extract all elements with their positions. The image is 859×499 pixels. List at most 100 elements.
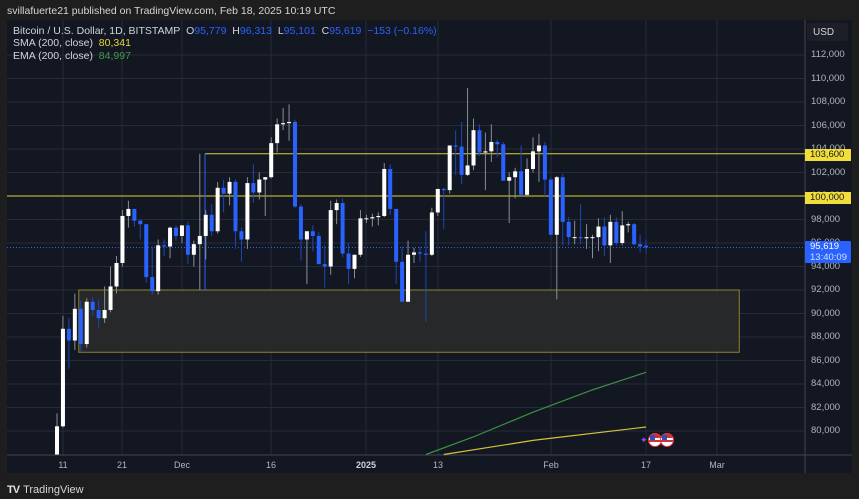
price-tick: 88,000 [811, 331, 841, 342]
candle [400, 261, 405, 302]
sma-line [443, 426, 647, 456]
publisher-line: svillafuerte21 published on TradingView.… [7, 5, 336, 17]
price-tick: 82,000 [811, 401, 841, 413]
candle [483, 151, 488, 153]
level-tag-103600: 103,600 [805, 149, 851, 161]
candle [203, 214, 208, 236]
candle [251, 183, 256, 193]
candle [304, 231, 309, 240]
time-tick: 17 [640, 460, 652, 470]
candle [572, 237, 577, 239]
candle [132, 208, 137, 221]
candle [60, 328, 65, 427]
price-tick: 94,000 [811, 260, 841, 272]
candle [179, 225, 184, 236]
candle [102, 309, 107, 319]
tv-logo-icon: TV [7, 484, 20, 496]
close-value: 95,619 [329, 25, 362, 37]
candle [233, 181, 238, 232]
candle [519, 171, 524, 195]
candle [584, 237, 589, 239]
price-tick: 92,000 [811, 284, 841, 295]
candle [596, 226, 601, 238]
candle [459, 146, 464, 175]
time-tick: 13 [432, 460, 444, 470]
candle [423, 253, 428, 255]
candle [108, 286, 113, 310]
candle [489, 141, 494, 152]
candle [358, 218, 363, 255]
candle [174, 227, 178, 236]
candle [150, 277, 155, 292]
candle [453, 145, 458, 147]
candle [566, 221, 571, 238]
candle [620, 225, 625, 243]
sma-value: 80,341 [98, 37, 131, 50]
ema-value: 84,997 [98, 49, 131, 62]
candle [382, 168, 387, 216]
candle [394, 208, 399, 262]
candle [548, 179, 553, 235]
economic-events[interactable]: ✦ [640, 433, 674, 447]
candle [352, 254, 357, 269]
candle [209, 214, 214, 232]
ema-label: EMA (200, close) [13, 49, 93, 62]
candle [590, 237, 595, 239]
candle [269, 143, 274, 178]
us-flag-event-icon[interactable] [647, 433, 662, 447]
candle [441, 188, 446, 191]
candle [287, 121, 292, 124]
candle [126, 208, 131, 216]
candle [185, 225, 190, 255]
tradingview-logo[interactable]: TV TradingView [7, 484, 84, 496]
price-tick: 112,000 [811, 49, 845, 60]
candle [340, 203, 345, 254]
candle [602, 226, 607, 246]
candle [435, 188, 440, 213]
candle [388, 168, 393, 209]
open-value: 95,779 [194, 25, 227, 37]
candle [316, 235, 321, 265]
price-tick: 84,000 [811, 378, 841, 389]
candle [638, 244, 643, 247]
sma-legend-row[interactable]: SMA (200, close) 80,341 [13, 37, 437, 49]
low-value: 95,101 [283, 25, 316, 37]
level-tag-100000: 100,000 [805, 192, 851, 204]
candle [227, 181, 232, 194]
current-price-tag: 95,619 13:40:09 [805, 241, 851, 263]
us-flag-event-icon[interactable] [659, 433, 674, 447]
candle [298, 206, 303, 240]
candle [560, 177, 565, 222]
ema-legend-row[interactable]: EMA (200, close) 84,997 [13, 50, 437, 62]
candle [346, 253, 351, 269]
candle [257, 179, 262, 193]
current-price: 95,619 [810, 241, 840, 252]
candle [471, 130, 476, 166]
open-label: O [186, 25, 195, 37]
ema-line [425, 371, 647, 456]
candle [513, 171, 518, 178]
high-value: 96,313 [239, 25, 272, 37]
symbol-title: Bitcoin / U.S. Dollar, 1D, BITSTAMP [13, 25, 181, 37]
chart-legend: Bitcoin / U.S. Dollar, 1D, BITSTAMP O95,… [13, 25, 437, 62]
candle [376, 215, 381, 218]
candle [364, 218, 369, 220]
change-value: −153 (−0.16%) [367, 25, 437, 37]
candle [263, 177, 268, 180]
candle [310, 231, 315, 236]
symbol-row[interactable]: Bitcoin / U.S. Dollar, 1D, BITSTAMP O95,… [13, 25, 437, 37]
price-tick: 90,000 [811, 307, 841, 319]
time-tick: Mar [709, 460, 725, 470]
candle [525, 168, 530, 195]
price-tick: 86,000 [811, 354, 841, 366]
candle [554, 177, 559, 235]
candle [507, 177, 512, 181]
candle [495, 141, 500, 145]
candle [221, 187, 226, 194]
candlestick-chart[interactable] [7, 20, 852, 473]
time-tick: 16 [265, 460, 277, 470]
candle [114, 262, 119, 287]
currency-button[interactable]: USD [807, 23, 848, 41]
time-tick: 11 [58, 460, 68, 470]
candle [370, 217, 375, 219]
